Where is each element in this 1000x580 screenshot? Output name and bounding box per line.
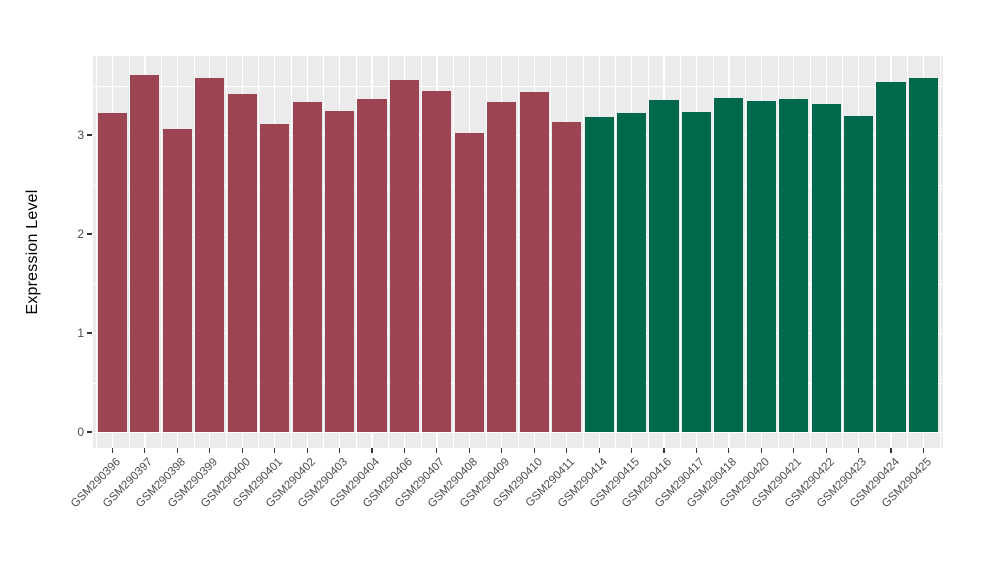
y-tick-label: 0 bbox=[77, 425, 84, 439]
y-tick-mark bbox=[87, 134, 92, 136]
gridline-vertical-minor bbox=[323, 56, 325, 448]
x-tick-mark bbox=[825, 448, 827, 453]
x-tick-mark bbox=[728, 448, 730, 453]
x-tick-mark bbox=[241, 448, 243, 453]
gridline-vertical-minor bbox=[485, 56, 487, 448]
y-tick-label: 1 bbox=[77, 326, 84, 340]
x-tick-mark bbox=[566, 448, 568, 453]
x-tick-mark bbox=[760, 448, 762, 453]
x-tick-mark bbox=[598, 448, 600, 453]
y-tick-label: 2 bbox=[77, 227, 84, 241]
bar-GSM290424 bbox=[876, 81, 906, 432]
y-tick-mark bbox=[87, 233, 92, 235]
bar-GSM290415 bbox=[616, 113, 647, 432]
gridline-vertical-minor bbox=[161, 56, 162, 448]
bar-GSM290420 bbox=[746, 101, 776, 432]
gridline-vertical-minor bbox=[842, 56, 844, 448]
bar-GSM290399 bbox=[195, 77, 225, 432]
gridline-vertical-minor bbox=[777, 56, 779, 448]
bar-GSM290411 bbox=[552, 122, 582, 432]
x-tick-mark bbox=[468, 448, 470, 453]
bar-GSM290403 bbox=[324, 111, 355, 432]
gridline-vertical-minor bbox=[647, 56, 649, 448]
x-tick-mark bbox=[922, 448, 925, 453]
gridline-vertical-minor bbox=[745, 56, 746, 448]
x-tick-mark bbox=[663, 448, 665, 453]
gridline-vertical-minor bbox=[939, 56, 941, 448]
gridline-vertical-minor bbox=[388, 56, 389, 448]
gridline-vertical-minor bbox=[712, 56, 714, 448]
y-tick-mark bbox=[87, 332, 92, 334]
gridline-vertical-minor bbox=[518, 56, 519, 448]
bar-GSM290421 bbox=[779, 99, 809, 432]
gridline-vertical-minor bbox=[582, 56, 584, 448]
gridline-vertical-minor bbox=[615, 56, 617, 448]
x-tick-mark bbox=[630, 448, 633, 453]
gridline-vertical-minor bbox=[193, 56, 195, 448]
bar-GSM290409 bbox=[487, 102, 517, 432]
bar-GSM290416 bbox=[649, 100, 679, 432]
gridline-vertical-minor bbox=[420, 56, 422, 448]
x-tick-mark bbox=[533, 448, 535, 453]
x-tick-mark bbox=[793, 448, 795, 453]
gridline-vertical-minor bbox=[809, 56, 811, 448]
gridline-vertical-minor bbox=[355, 56, 357, 448]
y-axis-title: Expression Level bbox=[24, 189, 41, 315]
gridline-vertical-minor bbox=[226, 56, 227, 448]
bar-GSM290414 bbox=[584, 117, 614, 432]
x-tick-mark bbox=[403, 448, 406, 453]
x-tick-mark bbox=[858, 448, 860, 453]
bar-GSM290402 bbox=[292, 102, 322, 432]
bar-GSM290408 bbox=[454, 133, 484, 432]
x-tick-mark bbox=[209, 448, 211, 453]
x-tick-mark bbox=[176, 448, 178, 453]
y-tick-mark bbox=[87, 431, 92, 433]
gridline-vertical-minor bbox=[550, 56, 552, 448]
bar-GSM290398 bbox=[162, 129, 192, 432]
bar-GSM290407 bbox=[422, 91, 452, 432]
x-tick-mark bbox=[890, 448, 892, 453]
x-tick-mark bbox=[338, 448, 341, 453]
gridline-vertical-minor bbox=[96, 56, 97, 448]
gridline-vertical-minor bbox=[680, 56, 681, 448]
gridline-vertical-minor bbox=[128, 56, 130, 448]
bar-GSM290406 bbox=[389, 79, 420, 432]
x-tick-mark bbox=[274, 448, 276, 453]
x-tick-mark bbox=[144, 448, 146, 453]
bar-GSM290418 bbox=[714, 98, 744, 432]
x-tick-mark bbox=[695, 448, 698, 453]
gridline-vertical-minor bbox=[907, 56, 908, 448]
x-tick-mark bbox=[111, 448, 114, 453]
bar-GSM290425 bbox=[908, 77, 939, 432]
bar-GSM290396 bbox=[97, 113, 128, 432]
bar-GSM290404 bbox=[357, 99, 387, 432]
gridline-vertical-minor bbox=[258, 56, 260, 448]
bar-GSM290422 bbox=[811, 104, 841, 432]
y-tick-label: 3 bbox=[77, 128, 84, 142]
x-tick-mark bbox=[371, 448, 373, 453]
bar-GSM290400 bbox=[227, 94, 257, 432]
plot-panel bbox=[93, 56, 943, 448]
bar-GSM290410 bbox=[519, 92, 549, 432]
bar-GSM290401 bbox=[260, 124, 290, 432]
bar-GSM290397 bbox=[130, 74, 160, 432]
x-tick-mark bbox=[306, 448, 308, 453]
gridline-vertical-minor bbox=[874, 56, 876, 448]
x-tick-mark bbox=[436, 448, 438, 453]
bar-GSM290423 bbox=[844, 116, 874, 432]
bar-GSM290417 bbox=[681, 112, 712, 432]
gridline-vertical-minor bbox=[453, 56, 454, 448]
x-tick-mark bbox=[501, 448, 503, 453]
gridline-vertical-minor bbox=[290, 56, 292, 448]
